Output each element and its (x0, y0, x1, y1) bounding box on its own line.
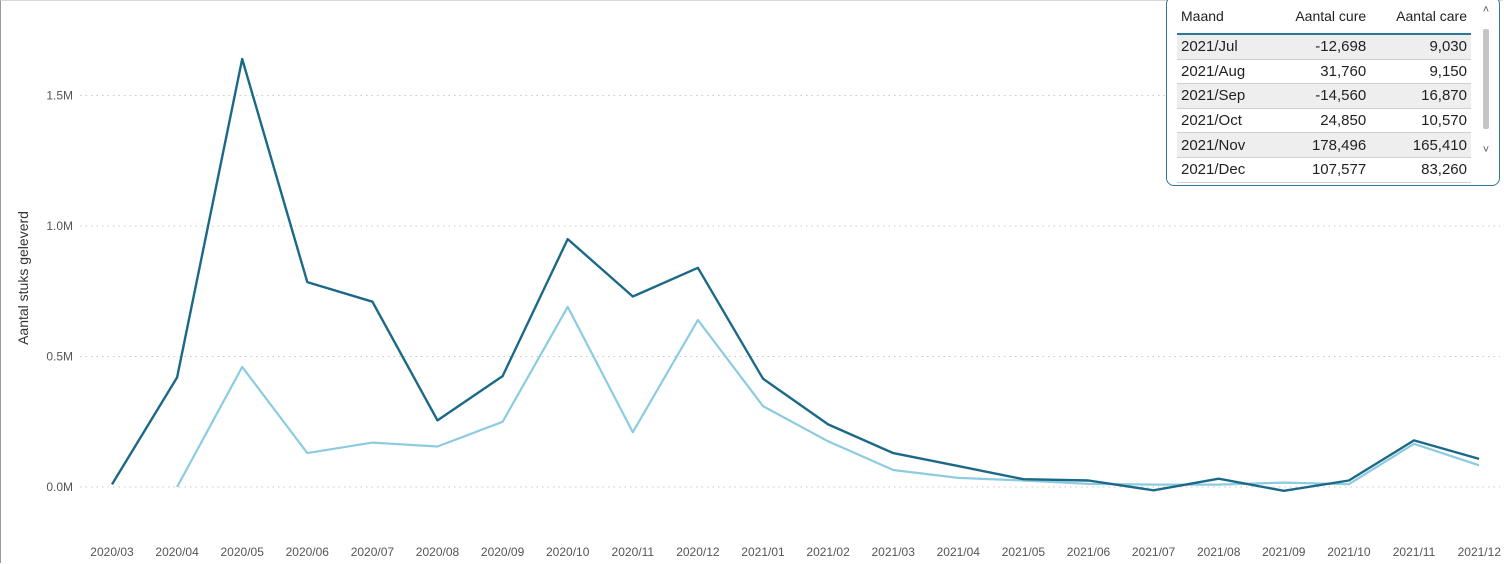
table-header-row: Maand Aantal cure Aantal care (1177, 3, 1471, 35)
scrollbar-thumb[interactable] (1483, 29, 1489, 129)
x-tick-label: 2021/05 (1002, 545, 1046, 559)
x-tick-label: 2020/10 (546, 545, 590, 559)
y-tick-label: 1.0M (46, 219, 73, 233)
y-tick-label: 1.5M (46, 89, 73, 103)
chevron-up-icon[interactable]: ˄ (1482, 4, 1490, 16)
chevron-down-icon[interactable]: ˅ (1482, 144, 1490, 156)
table-row: 2021/Nov 178,496 165,410 (1177, 132, 1471, 158)
cell-care: 16,870 (1370, 83, 1471, 109)
x-tick-label: 2021/02 (806, 545, 850, 559)
cell-care: 9,150 (1370, 59, 1471, 85)
x-tick-label: 2021/03 (872, 545, 916, 559)
cell-cure: 24,850 (1269, 108, 1371, 134)
x-tick-label: 2021/06 (1067, 545, 1111, 559)
cell-cure: 107,577 (1269, 157, 1371, 183)
x-tick-label: 2020/06 (286, 545, 330, 559)
column-header-care[interactable]: Aantal care (1370, 3, 1471, 35)
cell-cure: 178,496 (1269, 132, 1371, 158)
column-header-month[interactable]: Maand (1177, 3, 1270, 35)
x-tick-label: 2021/04 (937, 545, 981, 559)
x-tick-label: 2020/03 (90, 545, 134, 559)
series-line-dark[interactable] (110, 57, 1480, 492)
x-tick-label: 2021/09 (1262, 545, 1306, 559)
y-tick-label: 0.5M (46, 350, 73, 364)
x-tick-label: 2021/08 (1197, 545, 1241, 559)
y-tick-label: 0.0M (46, 480, 73, 494)
cell-care: 83,260 (1370, 157, 1471, 183)
table-row: 2021/Dec 107,577 83,260 (1177, 157, 1471, 183)
data-table: Maand Aantal cure Aantal care 2021/Jul -… (1177, 3, 1471, 183)
x-tick-label: 2020/11 (612, 545, 655, 559)
x-tick-label: 2020/07 (351, 545, 395, 559)
table-row: 2021/Oct 24,850 10,570 (1177, 108, 1471, 134)
x-tick-label: 2020/08 (416, 545, 460, 559)
table-row: 2021/Jul -12,698 9,030 (1177, 34, 1471, 60)
x-tick-label: 2021/07 (1132, 545, 1176, 559)
series-line-light[interactable] (176, 305, 1480, 488)
x-tick-label: 2021/01 (741, 545, 785, 559)
y-axis-label: Aantal stuks geleverd (15, 211, 31, 345)
cell-cure: 31,760 (1269, 59, 1371, 85)
cell-month: 2021/Jul (1177, 34, 1270, 60)
cell-care: 10,570 (1370, 108, 1471, 134)
table-row: 2021/Aug 31,760 9,150 (1177, 59, 1471, 85)
series-lines (110, 57, 1480, 492)
cell-month: 2021/Dec (1177, 157, 1270, 183)
x-tick-label: 2021/10 (1327, 545, 1371, 559)
cell-month: 2021/Aug (1177, 59, 1270, 85)
cell-month: 2021/Nov (1177, 132, 1270, 158)
cell-cure: -14,560 (1269, 83, 1371, 109)
column-header-cure[interactable]: Aantal cure (1269, 3, 1371, 35)
cell-care: 9,030 (1370, 34, 1471, 60)
x-axis-ticks: 2020/03 2020/04 2020/05 2020/06 2020/07 2020/… (90, 545, 1501, 559)
cell-month: 2021/Sep (1177, 83, 1270, 109)
x-tick-label: 2020/09 (481, 545, 525, 559)
table-row: 2021/Sep -14,560 16,870 (1177, 83, 1471, 109)
x-tick-label: 2020/05 (221, 545, 265, 559)
table-scrollbar[interactable]: ˄ ˅ (1481, 4, 1491, 156)
x-tick-label: 2021/12 (1458, 545, 1502, 559)
data-table-panel[interactable]: Maand Aantal cure Aantal care 2021/Jul -… (1166, 0, 1500, 186)
cell-care: 165,410 (1370, 132, 1471, 158)
cell-cure: -12,698 (1269, 34, 1371, 60)
x-tick-label: 2020/12 (676, 545, 720, 559)
x-tick-label: 2021/11 (1393, 545, 1436, 559)
x-tick-label: 2020/04 (155, 545, 199, 559)
y-axis-ticks: 0.0M 0.5M 1.0M 1.5M (46, 89, 73, 495)
cell-month: 2021/Oct (1177, 108, 1270, 134)
